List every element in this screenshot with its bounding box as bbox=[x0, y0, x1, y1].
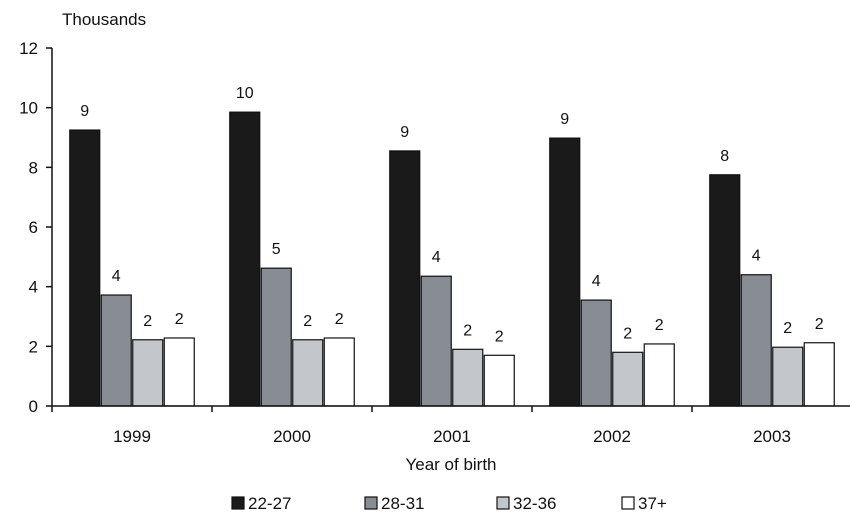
bar-28-31-2000 bbox=[260, 267, 292, 407]
x-tick-label: 2003 bbox=[753, 427, 791, 446]
bar-value-label: 4 bbox=[112, 268, 121, 285]
bar-22-27-2001 bbox=[389, 150, 421, 407]
legend-swatch bbox=[231, 496, 245, 510]
bar-28-31-1999 bbox=[100, 294, 132, 407]
bar-value-label: 2 bbox=[303, 313, 312, 330]
legend-label: 28-31 bbox=[381, 494, 424, 513]
bar-37+-2002 bbox=[643, 343, 675, 407]
bar-labels: 9 4 2 2 10 5 2 2 9 4 2 2 9 4 2 2 8 4 2 2 bbox=[80, 85, 824, 345]
bar-22-27-1999 bbox=[69, 129, 101, 407]
bar-value-label: 8 bbox=[720, 148, 729, 165]
bar-22-27-2000 bbox=[229, 111, 261, 407]
bar-32-36-2000 bbox=[292, 339, 324, 407]
bar-value-label: 2 bbox=[175, 311, 184, 328]
bar-value-label: 9 bbox=[400, 124, 409, 141]
bar-value-label: 10 bbox=[236, 85, 254, 102]
bar-value-label: 2 bbox=[143, 313, 152, 330]
y-tick-label: 4 bbox=[29, 278, 38, 297]
bar-32-36-2002 bbox=[612, 351, 644, 407]
bar-32-36-2003 bbox=[772, 346, 804, 407]
y-tick-label: 12 bbox=[19, 39, 38, 58]
legend-label: 37+ bbox=[638, 494, 667, 513]
legend: 22-27 28-31 32-36 37+ bbox=[231, 494, 667, 513]
bar-value-label: 5 bbox=[272, 241, 281, 258]
bar-value-label: 2 bbox=[815, 316, 824, 333]
x-tick-label: 1999 bbox=[113, 427, 151, 446]
bar-value-label: 4 bbox=[592, 273, 601, 290]
bar-28-31-2001 bbox=[420, 275, 452, 407]
bar-value-label: 4 bbox=[752, 248, 761, 265]
legend-label: 22-27 bbox=[248, 494, 291, 513]
bar-22-27-2002 bbox=[549, 137, 581, 407]
bar-value-label: 2 bbox=[783, 320, 792, 337]
bar-28-31-2002 bbox=[580, 299, 612, 407]
legend-label: 32-36 bbox=[513, 494, 556, 513]
bar-value-label: 2 bbox=[623, 325, 632, 342]
x-axis: 1999 2000 2001 2002 2003 bbox=[51, 405, 850, 446]
y-tick-label: 10 bbox=[19, 99, 38, 118]
legend-swatch bbox=[621, 496, 635, 510]
x-tick-label: 2001 bbox=[433, 427, 471, 446]
bar-37+-2001 bbox=[483, 354, 515, 407]
bars bbox=[69, 111, 835, 407]
bar-37+-2003 bbox=[803, 342, 835, 407]
bar-22-27-2003 bbox=[709, 174, 741, 407]
y-tick-label: 8 bbox=[29, 158, 38, 177]
y-axis: 0 2 4 6 8 10 12 bbox=[19, 39, 53, 416]
bar-value-label: 2 bbox=[463, 322, 472, 339]
bar-value-label: 9 bbox=[560, 111, 569, 128]
legend-swatch bbox=[496, 496, 510, 510]
bar-32-36-2001 bbox=[452, 348, 484, 407]
y-axis-label: Thousands bbox=[62, 10, 146, 29]
bar-value-label: 2 bbox=[335, 311, 344, 328]
x-tick-label: 2000 bbox=[273, 427, 311, 446]
bar-37+-1999 bbox=[163, 337, 195, 407]
bar-37+-2000 bbox=[323, 337, 355, 407]
bar-32-36-1999 bbox=[132, 339, 164, 407]
legend-swatch bbox=[364, 496, 378, 510]
bar-28-31-2003 bbox=[740, 274, 772, 407]
x-tick-label: 2002 bbox=[593, 427, 631, 446]
bar-value-label: 2 bbox=[495, 328, 504, 345]
bar-value-label: 2 bbox=[655, 317, 664, 334]
y-tick-label: 6 bbox=[29, 218, 38, 237]
bar-value-label: 4 bbox=[432, 249, 441, 266]
bar-value-label: 9 bbox=[80, 103, 89, 120]
x-axis-label: Year of birth bbox=[405, 455, 496, 474]
y-tick-label: 0 bbox=[29, 397, 38, 416]
y-tick-label: 2 bbox=[29, 337, 38, 356]
